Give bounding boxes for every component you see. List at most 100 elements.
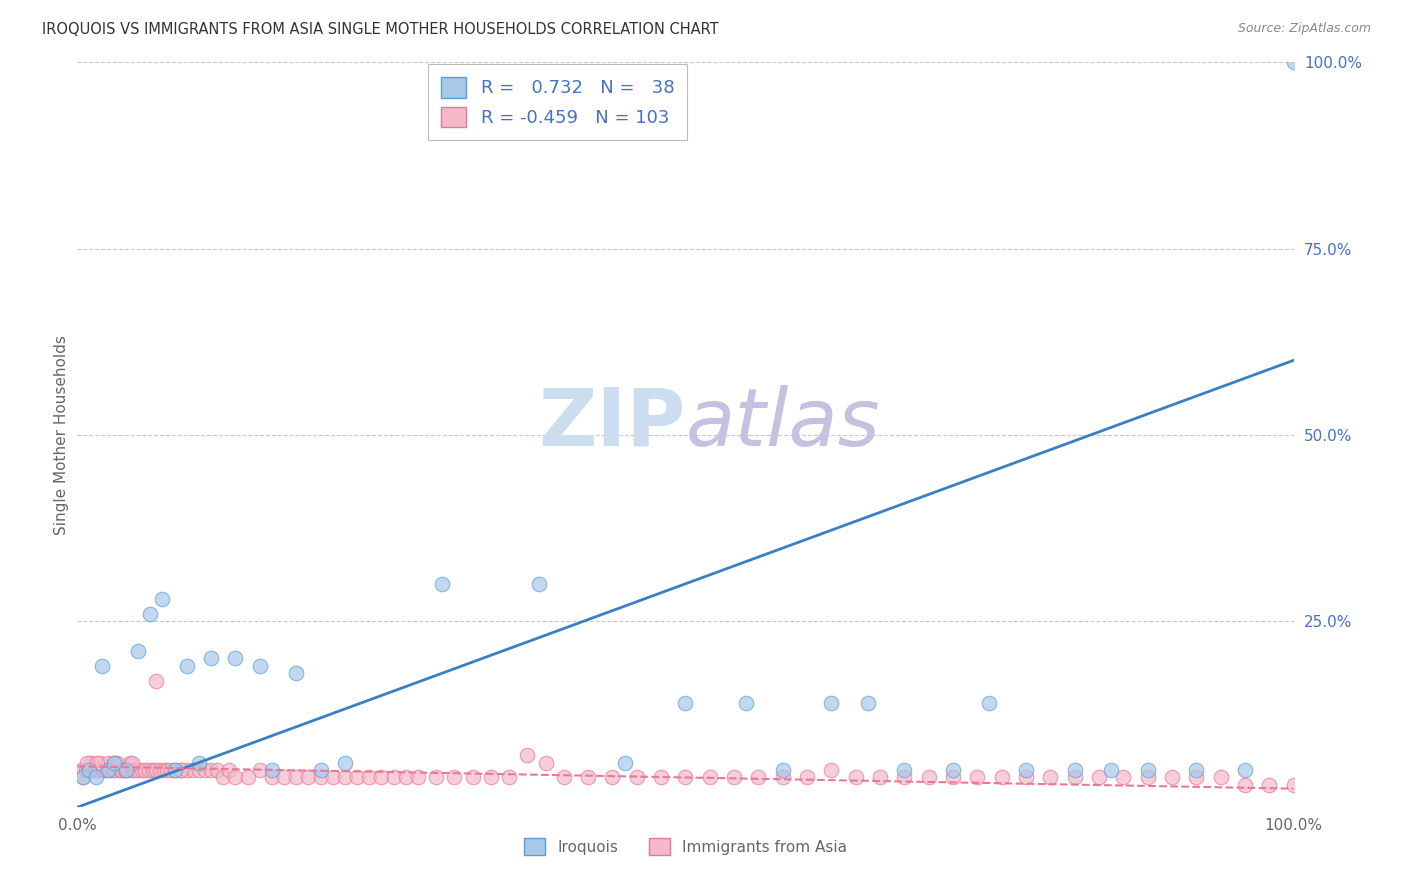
Point [966, 771, 988, 785]
Point [139, 607, 162, 621]
Point [626, 771, 648, 785]
Point [260, 771, 283, 785]
Point [576, 771, 599, 785]
Point [1161, 771, 1184, 785]
Point [103, 756, 125, 770]
Point [76, 756, 98, 770]
Point [134, 763, 156, 777]
Point [127, 644, 149, 658]
Point [1039, 771, 1062, 785]
Point [91, 763, 114, 777]
Point [115, 763, 138, 777]
Point [138, 763, 160, 777]
Point [77, 763, 100, 777]
Y-axis label: Single Mother Households: Single Mother Households [53, 334, 69, 535]
Point [97, 763, 120, 777]
Point [273, 771, 295, 785]
Point [249, 658, 271, 673]
Point [942, 771, 965, 785]
Point [82, 763, 104, 777]
Point [90, 658, 112, 673]
Point [772, 771, 794, 785]
Point [163, 763, 186, 777]
Point [127, 763, 149, 777]
Point [309, 763, 332, 777]
Point [84, 763, 107, 777]
Point [145, 673, 167, 688]
Point [1282, 778, 1305, 792]
Point [297, 771, 319, 785]
Point [200, 651, 222, 665]
Point [103, 756, 125, 770]
Point [893, 771, 915, 785]
Point [236, 771, 259, 785]
Point [613, 756, 636, 770]
Point [156, 763, 179, 777]
Point [395, 771, 418, 785]
Point [979, 696, 1001, 710]
Point [723, 771, 745, 785]
Point [79, 763, 101, 777]
Point [461, 771, 484, 785]
Point [675, 771, 697, 785]
Point [1233, 763, 1256, 777]
Point [1015, 763, 1038, 777]
Point [149, 763, 172, 777]
Point [80, 756, 103, 770]
Point [820, 696, 842, 710]
Point [94, 763, 117, 777]
Point [534, 756, 557, 770]
Point [516, 748, 538, 763]
Point [1209, 771, 1232, 785]
Point [370, 771, 392, 785]
Point [163, 763, 186, 777]
Point [176, 763, 198, 777]
Point [1063, 763, 1085, 777]
Point [145, 763, 167, 777]
Point [346, 771, 368, 785]
Point [772, 763, 794, 777]
Point [170, 763, 193, 777]
Point [498, 771, 520, 785]
Point [796, 771, 818, 785]
Point [425, 771, 447, 785]
Point [212, 771, 235, 785]
Point [529, 577, 551, 591]
Point [118, 756, 141, 770]
Point [75, 763, 97, 777]
Point [1282, 55, 1305, 70]
Point [1136, 771, 1159, 785]
Point [111, 763, 134, 777]
Point [333, 756, 356, 770]
Point [121, 756, 143, 770]
Point [602, 771, 624, 785]
Point [1136, 763, 1159, 777]
Point [1233, 778, 1256, 792]
Point [108, 763, 131, 777]
Point [1015, 771, 1038, 785]
Legend: Iroquois, Immigrants from Asia: Iroquois, Immigrants from Asia [516, 830, 855, 863]
Point [170, 763, 193, 777]
Text: ZIP: ZIP [538, 384, 686, 463]
Point [990, 771, 1012, 785]
Point [333, 771, 356, 785]
Text: Source: ZipAtlas.com: Source: ZipAtlas.com [1237, 22, 1371, 36]
Point [249, 763, 271, 777]
Point [1112, 771, 1135, 785]
Point [309, 771, 332, 785]
Point [1185, 763, 1208, 777]
Point [131, 763, 153, 777]
Point [72, 771, 94, 785]
Point [152, 591, 174, 606]
Point [181, 763, 204, 777]
Point [869, 771, 891, 785]
Point [918, 771, 941, 785]
Point [432, 577, 454, 591]
Point [124, 763, 146, 777]
Point [285, 666, 308, 681]
Point [443, 771, 465, 785]
Point [115, 763, 138, 777]
Point [224, 771, 246, 785]
Point [747, 771, 769, 785]
Point [856, 696, 879, 710]
